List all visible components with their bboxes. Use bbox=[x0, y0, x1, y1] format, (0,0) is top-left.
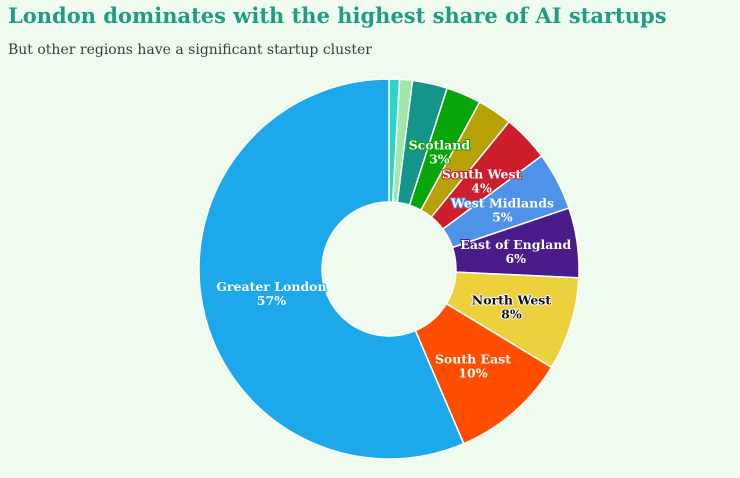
chart-subtitle: But other regions have a significant sta… bbox=[8, 42, 372, 58]
slice-label-name: Scotland bbox=[409, 137, 471, 152]
slice-label-name: North West bbox=[472, 292, 552, 307]
slice-label-value: 4% bbox=[471, 181, 492, 196]
chart-title: London dominates with the highest share … bbox=[8, 3, 667, 28]
slice-greater-london bbox=[198, 78, 465, 460]
slice-label-value: 5% bbox=[492, 210, 513, 225]
slice-label-name: West Midlands bbox=[450, 196, 554, 211]
slice-label-value: 57% bbox=[257, 293, 286, 308]
slice-label-value: 3% bbox=[429, 151, 450, 166]
slice-label-value: 8% bbox=[501, 306, 522, 321]
slice-label-name: South West bbox=[442, 167, 522, 182]
slice-label-name: South East bbox=[435, 352, 511, 367]
slice-label-name: East of England bbox=[460, 237, 571, 252]
slice-label-name: Greater London bbox=[216, 279, 326, 294]
slice-label-value: 10% bbox=[458, 366, 487, 381]
slice-label-value: 6% bbox=[505, 251, 526, 266]
